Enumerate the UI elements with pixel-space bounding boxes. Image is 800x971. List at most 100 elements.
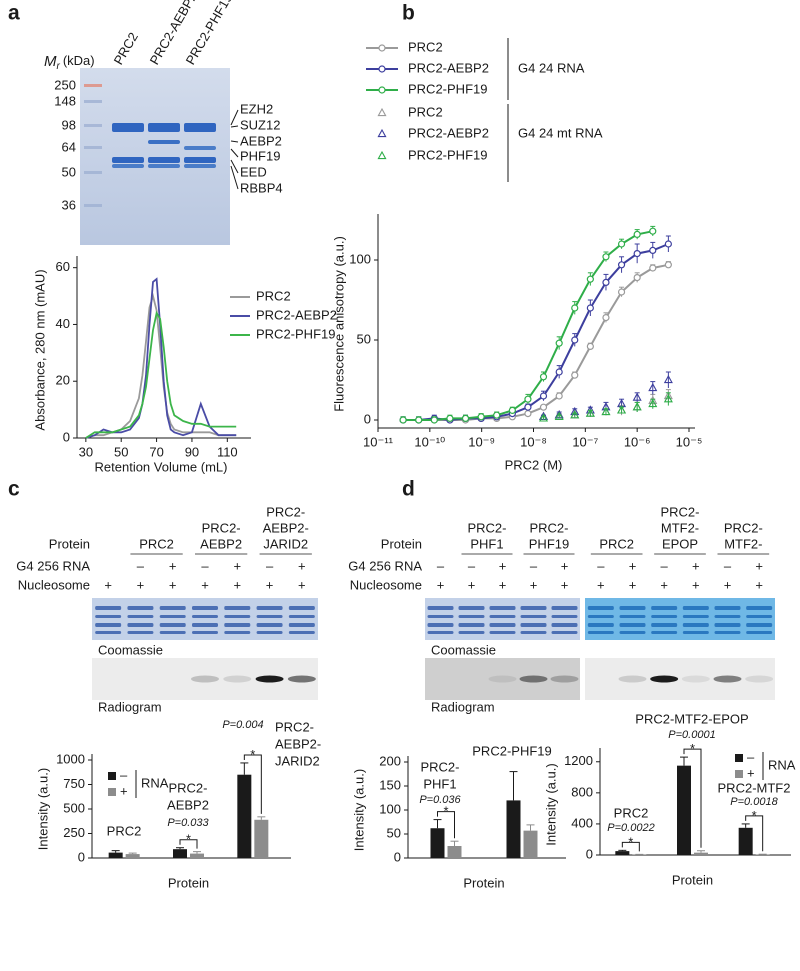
bar [506,800,521,858]
protein-label: PHF1 [470,536,503,551]
data-point [664,261,672,269]
gel-band [587,631,614,634]
y-tick-label: 50 [387,825,401,840]
data-point [649,246,657,254]
gel-band [427,623,454,627]
gel-band [746,606,773,610]
gel-band [127,606,154,610]
rna-sign: + [692,558,700,573]
band-label: RBBP4 [240,180,283,195]
gel-band [489,606,516,610]
rna-sign: – [724,558,732,573]
legend-label: – [120,767,128,782]
y-axis-label: Intensity (a.u.) [543,763,558,845]
marker-band [84,146,102,149]
band-label: EZH2 [240,101,273,116]
significance-bracket [179,839,198,849]
rna-sign: – [137,558,145,573]
data-point [555,339,563,347]
gel-band [288,631,315,634]
bar [447,846,462,858]
y-tick-label: 150 [379,777,401,792]
bar [108,852,123,858]
radiogram-band [618,675,647,683]
category-label: PRC2- [275,719,314,734]
protein-label: PRC2 [139,536,174,551]
data-point [633,230,641,238]
gel-band [489,615,516,618]
gel-band [458,623,485,627]
gel-band [184,164,216,168]
protein-label: AEBP2- [263,520,309,535]
category-label: AEBP2- [275,736,321,751]
significance-star: * [443,804,448,819]
x-axis-label: Protein [168,875,209,890]
gel-band [159,615,186,618]
gel-band [682,623,709,627]
data-point [377,150,387,160]
data-point [602,278,610,286]
nucleosome-sign: + [597,577,605,592]
significance-star: * [628,834,633,849]
y-tick-label: 40 [56,316,70,331]
legend-swatch [735,770,743,778]
data-point [508,406,516,414]
radiogram-gel [425,658,580,700]
gel-band [520,606,547,610]
data-point [617,288,626,296]
gel-band [184,123,216,132]
legend-label: PRC2-AEBP2 [408,60,489,75]
data-point [524,395,532,403]
gel-band [458,631,485,634]
gel-band [714,606,741,610]
category-label: PRC2 [107,823,142,838]
category-label: PHF1 [423,776,456,791]
data-point [571,336,579,344]
radiogram-band [287,675,316,683]
x-axis-label: PRC2 (M) [505,457,563,472]
data-point [649,227,657,235]
gel-band [619,606,646,610]
gel-band [112,164,144,168]
row-label: Nucleosome [18,577,90,592]
marker-band [84,124,102,127]
nucleosome-sign: + [561,577,569,592]
gel-band [256,606,283,610]
bar [523,830,538,858]
lane-label: PRC2 [111,30,141,68]
nucleosome-sign: + [169,577,177,592]
y-tick-label: 0 [63,429,70,444]
stain-label: Coomassie [431,642,496,657]
band-label: PHF19 [240,148,280,163]
gel-band [651,615,678,618]
y-axis-label: Intensity (a.u.) [35,768,50,850]
nucleosome-sign: + [137,577,145,592]
data-point [664,240,672,248]
gel-band [651,623,678,627]
y-axis-label: Absorbance, 280 nm (mAU) [32,269,47,430]
y-tick-label: 100 [349,251,371,266]
gel-band [746,631,773,634]
gel-band [651,631,678,634]
data-point [586,275,594,283]
nucleosome-sign: + [660,577,668,592]
protein-label: MTF2- [724,536,762,551]
gel-band [458,615,485,618]
gel-band [587,615,614,618]
band-pointer [230,148,239,158]
p-value: P=0.033 [167,817,209,829]
x-tick-label: 10⁻⁷ [572,434,598,449]
data-point [571,371,579,379]
p-value: P=0.036 [419,794,461,806]
gel-band [427,631,454,634]
data-point [555,392,563,400]
gel-band [288,606,315,610]
data-point [663,374,673,384]
data-point [477,413,485,421]
data-point [415,416,423,424]
gel-band [127,615,154,618]
nucleosome-sign: + [755,577,763,592]
band-label: SUZ12 [240,117,280,132]
gel-band [112,157,144,163]
